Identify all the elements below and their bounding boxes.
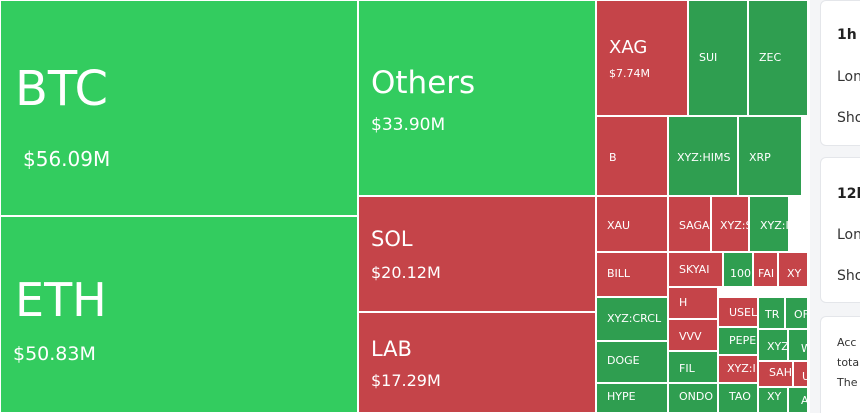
tile-symbol: FAI	[758, 267, 775, 280]
tile-xyz-i[interactable]: XYZ:I	[718, 355, 758, 383]
tile-symbol: PEPE	[729, 334, 757, 347]
card-title: 1h	[837, 27, 857, 43]
long-label: Lon	[837, 227, 860, 243]
tile-others[interactable]: Others $33.90M	[358, 0, 596, 196]
tile-symbol: TAO	[729, 390, 751, 403]
tile-symbol: H	[679, 296, 688, 309]
tile-saga[interactable]: SAGA	[668, 196, 711, 252]
info-card: Acc tota The	[820, 316, 860, 413]
tile-symbol: W	[801, 342, 807, 355]
tile-symbol: HYPE	[607, 390, 636, 403]
info-line-2: tota	[837, 356, 860, 369]
tile-symbol: XY	[787, 267, 802, 280]
tile-sah[interactable]: SAH	[758, 361, 793, 387]
stats-card-1h: 1h Lon Sho	[820, 0, 860, 146]
tile-symbol: XYZ	[767, 340, 788, 353]
tile-symbol: ETH	[15, 273, 107, 327]
tile-btc[interactable]: BTC $56.09M	[0, 0, 358, 216]
tile-value: $33.90M	[371, 115, 446, 135]
tile-value: $56.09M	[23, 147, 111, 171]
tile-symbol: XYZ:HIMS	[677, 151, 731, 164]
tile-symbol: XAG	[609, 37, 648, 58]
tile-doge[interactable]: DOGE	[596, 341, 668, 383]
tile-symbol: SUI	[699, 51, 718, 64]
tile-symbol: XYZ:I	[760, 219, 789, 232]
tile-vvv[interactable]: VVV	[668, 319, 718, 351]
tile-xyz-i[interactable]: XYZ:I	[749, 196, 789, 252]
tile-symbol: VVV	[679, 330, 702, 343]
short-label: Sho	[837, 110, 860, 126]
tile-b[interactable]: B	[596, 116, 668, 196]
tile-symbol: XYZ:S	[720, 219, 748, 232]
tile-pepe[interactable]: PEPE	[718, 327, 758, 355]
short-label: Sho	[837, 268, 860, 284]
tile-xyz[interactable]: XYZ	[758, 329, 788, 361]
tile-h[interactable]: H	[668, 287, 718, 319]
tile-sui[interactable]: SUI	[688, 0, 748, 116]
tile-symbol: XY	[767, 390, 782, 403]
tile-a[interactable]: A	[788, 387, 808, 413]
sidebar: 1h Lon Sho 12h Lon Sho Acc tota The	[810, 0, 860, 413]
liquidation-treemap: BTC $56.09M ETH $50.83M Others $33.90M SOL $20.…	[0, 0, 810, 413]
tile-100[interactable]: 100	[723, 252, 753, 287]
tile-xy[interactable]: XY	[778, 252, 808, 287]
tile-ondo[interactable]: ONDO	[668, 383, 718, 413]
tile-xrp[interactable]: XRP	[738, 116, 802, 196]
tile-value: $17.29M	[371, 371, 441, 390]
tile-xyz-crcl[interactable]: XYZ:CRCL	[596, 297, 668, 341]
tile-symbol: 100	[730, 267, 751, 280]
tile-xau[interactable]: XAU	[596, 196, 668, 252]
tile-symbol: ZEC	[759, 51, 782, 64]
tile-symbol: U	[802, 370, 807, 383]
tile-xyz-s[interactable]: XYZ:S	[711, 196, 749, 252]
tile-skyai[interactable]: SKYAI	[668, 252, 723, 287]
tile-tao[interactable]: TAO	[718, 383, 758, 413]
tile-value: $7.74M	[609, 67, 650, 80]
long-label: Lon	[837, 69, 860, 85]
tile-symbol: SOL	[371, 227, 413, 251]
tile-usel[interactable]: USEL	[718, 297, 758, 327]
tile-symbol: XRP	[749, 151, 771, 164]
tile-symbol: A	[801, 394, 808, 407]
tile-symbol: LAB	[371, 337, 412, 361]
tile-symbol: USEL	[729, 306, 758, 319]
tile-xag[interactable]: XAG $7.74M	[596, 0, 688, 116]
tile-symbol: Others	[371, 65, 476, 101]
stats-card-12h: 12h Lon Sho	[820, 157, 860, 303]
tile-xy[interactable]: XY	[758, 387, 788, 413]
tile-symbol: XYZ:I	[727, 362, 756, 375]
tile-symbol: B	[609, 151, 617, 164]
tile-value: $50.83M	[13, 343, 96, 365]
tile-symbol: TR	[765, 308, 780, 321]
tile-fai[interactable]: FAI	[753, 252, 778, 287]
tile-value: $20.12M	[371, 263, 441, 282]
tile-symbol: XYZ:CRCL	[607, 312, 662, 325]
tile-symbol: BTC	[15, 61, 108, 117]
tile-symbol: ONDO	[679, 390, 714, 403]
tile-fil[interactable]: FIL	[668, 351, 718, 383]
info-line-1: Acc	[837, 336, 857, 349]
tile-zec[interactable]: ZEC	[748, 0, 808, 116]
tile-symbol: FIL	[679, 362, 695, 375]
tile-symbol: XAU	[607, 219, 631, 232]
tile-bill[interactable]: BILL	[596, 252, 668, 297]
tile-symbol: SKYAI	[679, 263, 710, 276]
info-line-3: The	[837, 376, 858, 389]
tile-w[interactable]: W	[788, 329, 808, 361]
tile-eth[interactable]: ETH $50.83M	[0, 216, 358, 413]
card-title: 12h	[837, 186, 860, 202]
tile-symbol: DOGE	[607, 354, 640, 367]
tile-xyz-hims[interactable]: XYZ:HIMS	[668, 116, 738, 196]
tile-sol[interactable]: SOL $20.12M	[358, 196, 596, 312]
tile-of[interactable]: OF	[785, 297, 808, 329]
tile-u[interactable]: U	[793, 361, 808, 387]
tile-lab[interactable]: LAB $17.29M	[358, 312, 596, 413]
tile-symbol: SAGA	[679, 219, 710, 232]
tile-symbol: BILL	[607, 267, 631, 280]
tile-hype[interactable]: HYPE	[596, 383, 668, 413]
tile-symbol: OF	[794, 308, 808, 321]
tile-symbol: SAH	[769, 366, 792, 379]
tile-tr[interactable]: TR	[758, 297, 785, 329]
